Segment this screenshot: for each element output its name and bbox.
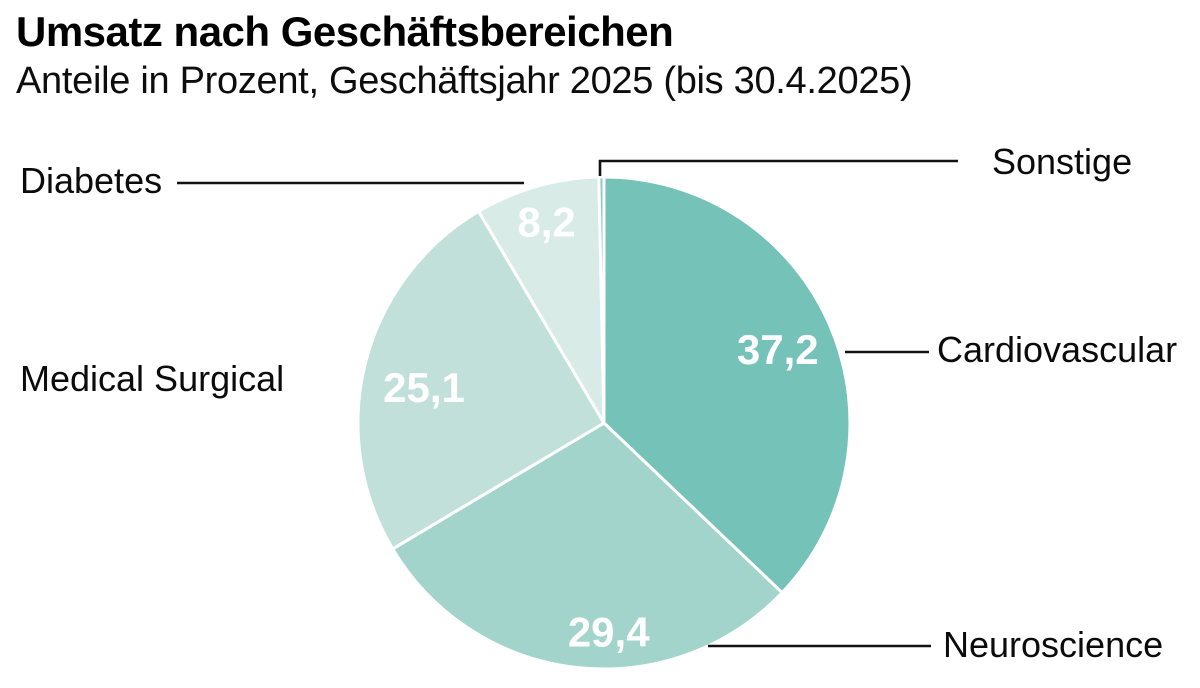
slice-value-cardiovascular: 37,2 bbox=[737, 326, 819, 373]
chart-title: Umsatz nach Geschäftsbereichen bbox=[16, 8, 674, 55]
callout-label-cardiovascular: Cardiovascular bbox=[937, 329, 1178, 370]
pie-slice-cardiovascular bbox=[602, 175, 852, 595]
leader-lines bbox=[177, 159, 958, 648]
chart-subtitle: Anteile in Prozent, Geschäftsjahr 2025 (… bbox=[16, 60, 913, 102]
slice-value-labels: 37,2 29,4 25,1 8,2 bbox=[383, 198, 819, 655]
callout-label-neuroscience: Neuroscience bbox=[943, 624, 1164, 665]
slice-value-neuroscience: 29,4 bbox=[568, 608, 650, 655]
callout-label-diabetes: Diabetes bbox=[20, 160, 163, 201]
callout-label-medical-surgical: Medical Surgical bbox=[20, 358, 285, 399]
pie-slice-sonstige bbox=[597, 175, 606, 425]
slice-value-diabetes: 8,2 bbox=[517, 198, 575, 245]
pie-slice-neuroscience bbox=[391, 421, 784, 671]
pie-slices bbox=[356, 175, 852, 671]
leader-line-sonstige bbox=[598, 159, 958, 176]
callout-label-sonstige: Sonstige bbox=[992, 141, 1133, 182]
pie-slice-medical-surgical bbox=[356, 209, 606, 551]
pie-slice-diabetes bbox=[477, 175, 606, 425]
slice-value-medical-surgical: 25,1 bbox=[383, 364, 465, 411]
